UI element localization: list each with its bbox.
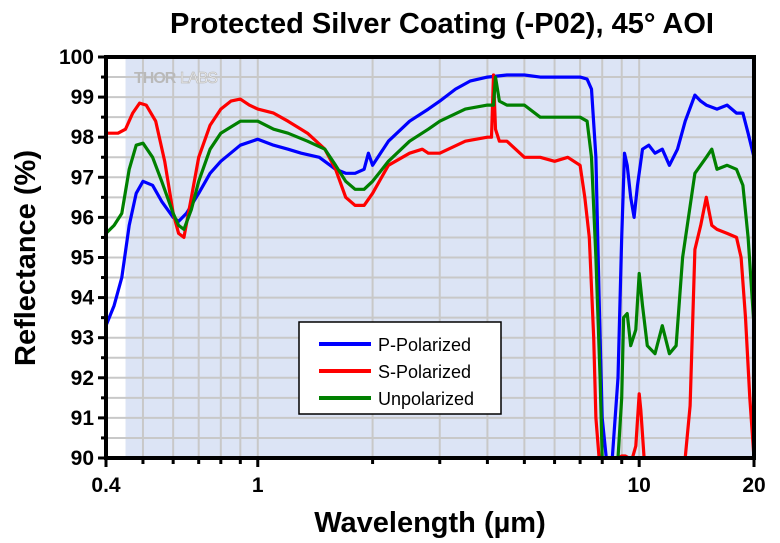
legend-label: S-Polarized	[378, 362, 471, 382]
y-tick-label: 99	[71, 86, 94, 109]
grid-lines	[106, 57, 754, 458]
legend-label: P-Polarized	[378, 335, 471, 355]
x-tick-label: 1	[252, 474, 264, 497]
y-tick-label: 92	[71, 367, 94, 390]
series-lines	[106, 73, 754, 458]
y-tick-label: 98	[71, 126, 95, 149]
y-tick-label: 94	[71, 287, 95, 310]
chart-title: Protected Silver Coating (-P02), 45° AOI	[170, 8, 714, 40]
x-axis-label: Wavelength (µm)	[314, 507, 546, 539]
y-tick-labels: 90 91 92 93 94 95 96 97 98 99 100	[59, 46, 94, 470]
y-tick-label: 100	[59, 46, 94, 69]
y-tick-label: 91	[71, 407, 95, 430]
watermark-labs: LABS	[180, 70, 217, 87]
x-tick-label: 0.4	[91, 474, 121, 497]
legend: P-Polarized S-Polarized Unpolarized	[298, 321, 502, 415]
series-line-p-polarized	[106, 73, 754, 458]
y-tick-label: 90	[71, 447, 94, 470]
y-tick-label: 95	[71, 247, 95, 270]
legend-label: Unpolarized	[378, 389, 474, 409]
y-tick-label: 97	[71, 166, 94, 189]
series-line-unpolarized	[106, 75, 754, 458]
watermark-thor: THOR	[134, 70, 177, 87]
x-tick-label: 10	[628, 474, 651, 497]
y-tick-label: 96	[71, 206, 94, 229]
x-tick-labels: 0.4 1 10 20	[91, 474, 765, 497]
axes	[98, 55, 756, 467]
y-axis-label: Reflectance (%)	[10, 150, 42, 366]
series-line-s-polarized	[106, 73, 754, 458]
x-tick-label: 20	[742, 474, 765, 497]
y-tick-label: 93	[71, 327, 94, 350]
